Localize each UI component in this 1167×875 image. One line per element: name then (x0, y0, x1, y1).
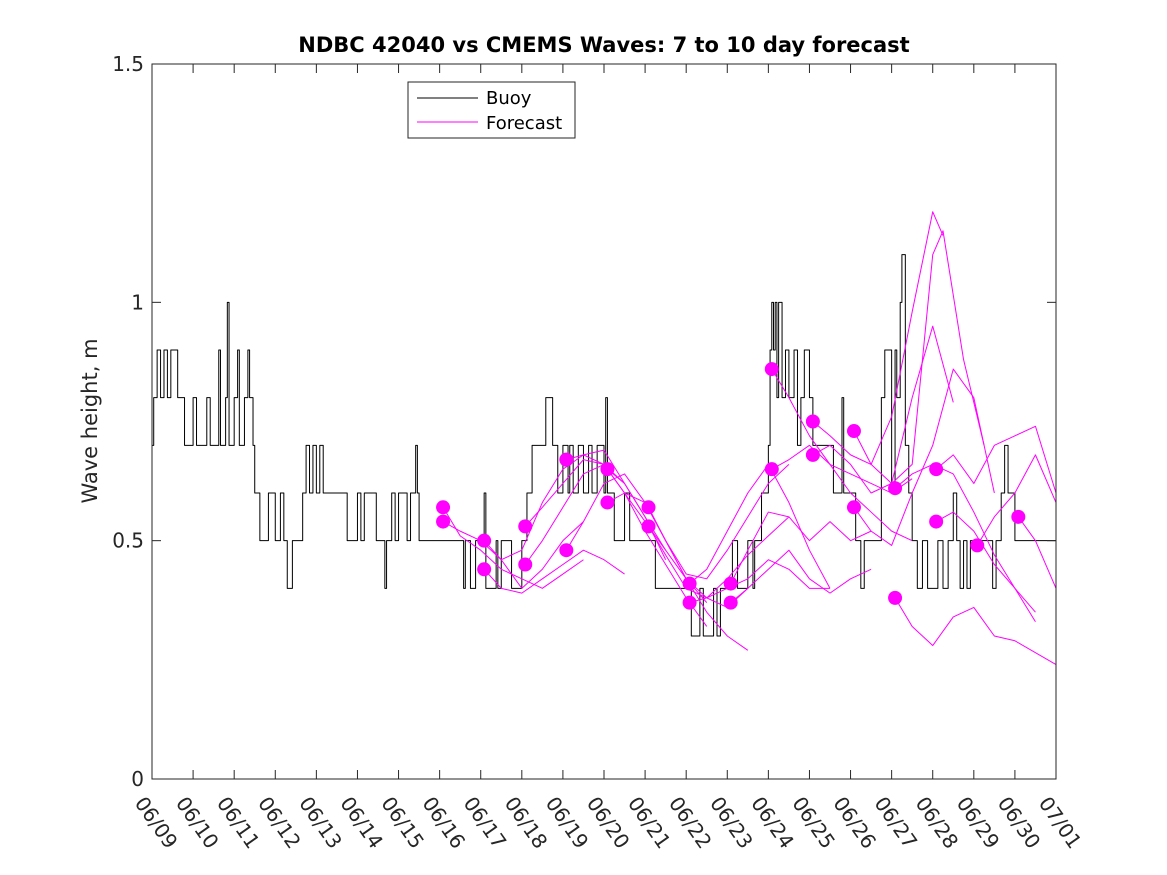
x-tick-label: 06/15 (376, 792, 429, 853)
x-tick-label: 06/21 (623, 792, 676, 853)
forecast-series-line-23 (894, 463, 1036, 622)
forecast-series-line-16 (730, 549, 872, 604)
forecast-series-line-9 (607, 468, 749, 651)
forecast-series-line-18 (771, 444, 913, 542)
forecast-start-marker (518, 519, 533, 534)
forecast-start-marker (805, 414, 820, 429)
forecast-start-marker (600, 495, 615, 510)
forecast-start-marker (682, 595, 697, 610)
x-tick-label: 06/28 (911, 792, 964, 853)
x-tick-label: 06/29 (952, 792, 1005, 853)
forecast-series-line-2 (442, 521, 584, 589)
forecast-series-line-12 (648, 516, 790, 599)
x-tick-label: 06/18 (500, 792, 553, 853)
x-tick-label: 06/25 (787, 792, 840, 853)
forecast-series-line-27 (976, 454, 1057, 546)
forecast-start-marker (641, 519, 656, 534)
forecast-start-marker (846, 424, 861, 439)
forecast-start-marker (477, 562, 492, 577)
x-tick-label: 06/14 (335, 792, 388, 853)
y-axis-ticks: 0 0.5 1 1.5 (112, 52, 1056, 791)
x-tick-label: 06/16 (418, 792, 471, 853)
forecast-series-line-11 (648, 464, 790, 580)
forecast-start-marker (929, 462, 944, 477)
plot-area (152, 64, 1056, 779)
legend-forecast-label: Forecast (486, 113, 562, 134)
forecast-series-line-20 (812, 325, 954, 494)
x-tick-label: 06/19 (541, 792, 594, 853)
forecast-start-marker (559, 543, 574, 558)
y-tick-label: 1 (131, 290, 144, 314)
x-tick-label: 06/20 (582, 792, 635, 853)
forecast-series-line-5 (524, 459, 667, 551)
forecast-series-line-14 (689, 559, 830, 604)
x-tick-label: 06/12 (253, 792, 306, 853)
buoy-series-line (152, 254, 1056, 637)
forecast-series-line-25 (935, 425, 1057, 494)
forecast-series-line-26 (935, 511, 1036, 613)
forecast-series-line-13 (689, 463, 831, 589)
legend-box (407, 81, 576, 139)
y-tick-label: 0.5 (112, 529, 144, 553)
chart-title: NDBC 42040 vs CMEMS Waves: 7 to 10 day f… (298, 33, 909, 57)
forecast-start-marker (436, 514, 451, 529)
forecast-start-marker (1011, 509, 1026, 524)
forecast-start-marker (682, 576, 697, 591)
forecast-start-marker (477, 533, 492, 548)
forecast-start-marker (518, 557, 533, 572)
x-tick-label: 06/10 (171, 792, 224, 853)
forecast-start-marker (764, 362, 779, 377)
legend: Buoy Forecast (407, 81, 576, 139)
forecast-series-line-10 (607, 492, 749, 608)
x-tick-label: 06/27 (870, 792, 923, 853)
x-tick-label: 06/09 (130, 792, 183, 853)
series-layer (152, 211, 1057, 666)
marker-layer (436, 362, 1026, 610)
y-tick-label: 0 (131, 767, 144, 791)
forecast-start-marker (805, 447, 820, 462)
x-tick-label: 07/01 (1034, 792, 1087, 853)
legend-buoy-label: Buoy (486, 88, 532, 109)
forecast-start-marker (929, 514, 944, 529)
x-tick-label: 06/23 (705, 792, 758, 853)
forecast-start-marker (764, 462, 779, 477)
y-tick-label: 1.5 (112, 52, 144, 76)
forecast-start-marker (600, 462, 615, 477)
x-tick-label: 06/26 (828, 792, 881, 853)
x-tick-label: 06/11 (212, 792, 265, 853)
forecast-series-line-7 (566, 454, 708, 627)
forecast-series-line-28 (1017, 516, 1057, 589)
x-tick-label: 06/13 (294, 792, 347, 853)
x-tick-label: 06/17 (459, 792, 512, 853)
forecast-start-marker (723, 576, 738, 591)
forecast-start-marker (888, 481, 903, 496)
forecast-start-marker (888, 590, 903, 605)
x-tick-label: 06/22 (664, 792, 717, 853)
forecast-start-marker (970, 538, 985, 553)
x-tick-label: 06/24 (746, 792, 799, 853)
forecast-start-marker (723, 595, 738, 610)
forecast-series-line-15 (730, 511, 872, 584)
y-axis-label: Wave height, m (78, 338, 102, 503)
forecast-series-line-4 (483, 549, 625, 594)
x-tick-label: 06/30 (993, 792, 1046, 853)
forecast-start-marker (846, 500, 861, 515)
forecast-start-marker (559, 452, 574, 467)
forecast-series-line-3 (483, 449, 625, 561)
forecast-start-marker (641, 500, 656, 515)
forecast-start-marker (436, 500, 451, 515)
forecast-series-line-21 (853, 230, 985, 484)
forecast-series-line-24 (894, 597, 1057, 666)
forecast-series-line-19 (812, 211, 944, 465)
forecast-series-line-17 (771, 368, 913, 494)
